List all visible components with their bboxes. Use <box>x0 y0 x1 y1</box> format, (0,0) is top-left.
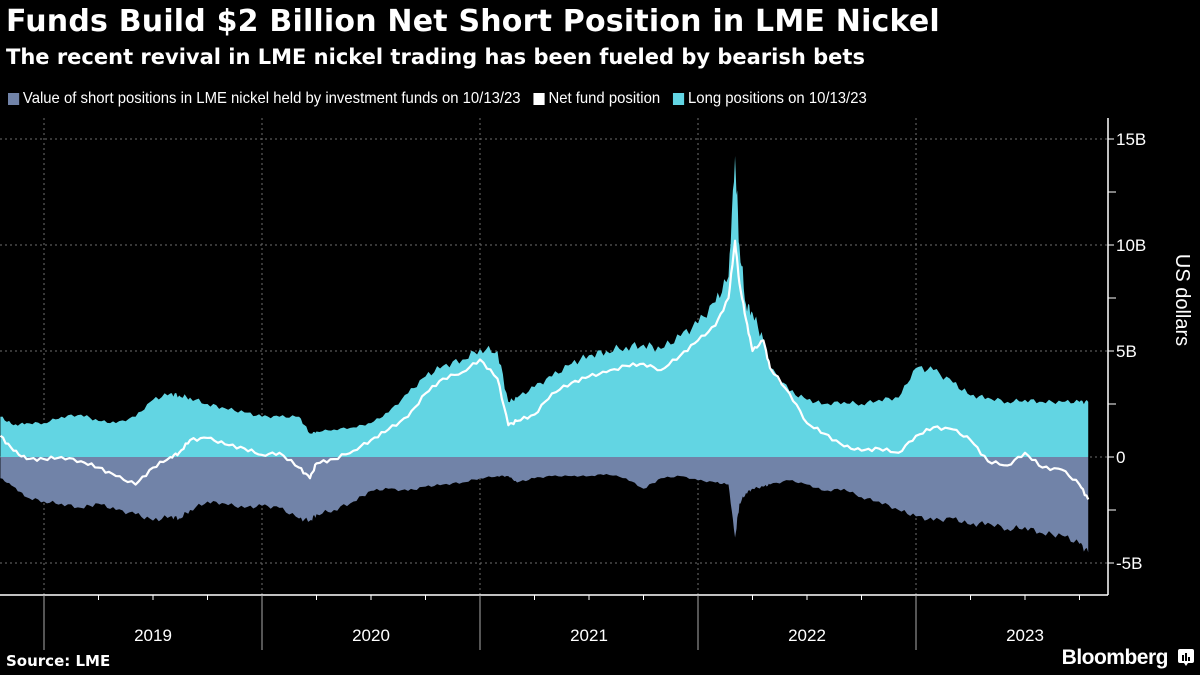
legend-label-net: Net fund position <box>548 90 661 107</box>
legend-swatch-short <box>8 93 20 105</box>
y-tick-labels: 15B 10B 5B 0 -5B <box>1116 130 1146 573</box>
y-tick-label: 10B <box>1116 236 1146 255</box>
bloomberg-chart-icon <box>1178 649 1194 666</box>
legend-swatch-net <box>533 93 545 105</box>
chart-subtitle: The recent revival in LME nickel trading… <box>6 45 865 69</box>
axes <box>0 118 1116 650</box>
legend-label-long: Long positions on 10/13/23 <box>688 90 867 107</box>
series-line-net <box>0 239 1090 500</box>
chart-title: Funds Build $2 Billion Net Short Positio… <box>6 4 940 39</box>
x-tick-label: 2020 <box>352 626 390 645</box>
x-tick-labels: 2019 2020 2021 2022 2023 <box>134 626 1044 645</box>
source-note: Source: LME <box>6 652 111 670</box>
y-tick-label: 5B <box>1116 342 1137 361</box>
x-tick-label: 2022 <box>788 626 826 645</box>
legend: Value of short positions in LME nickel h… <box>8 90 880 108</box>
series-area-short <box>0 457 1089 553</box>
x-tick-label: 2023 <box>1006 626 1044 645</box>
legend-item-long: Long positions on 10/13/23 <box>673 90 867 108</box>
y-tick-label: -5B <box>1116 554 1142 573</box>
y-tick-label: 0 <box>1116 448 1125 467</box>
legend-label-short: Value of short positions in LME nickel h… <box>22 90 521 107</box>
bloomberg-logo: Bloomberg <box>1061 646 1169 669</box>
x-tick-label: 2019 <box>134 626 172 645</box>
legend-swatch-long <box>673 93 685 105</box>
legend-item-short: Value of short positions in LME nickel h… <box>8 90 521 108</box>
x-tick-label: 2021 <box>570 626 608 645</box>
gridlines <box>0 118 1108 595</box>
legend-item-net: Net fund position <box>533 90 661 108</box>
y-axis-title: US dollars <box>1171 254 1193 346</box>
y-tick-label: 15B <box>1116 130 1146 149</box>
series-area-long <box>0 155 1089 457</box>
